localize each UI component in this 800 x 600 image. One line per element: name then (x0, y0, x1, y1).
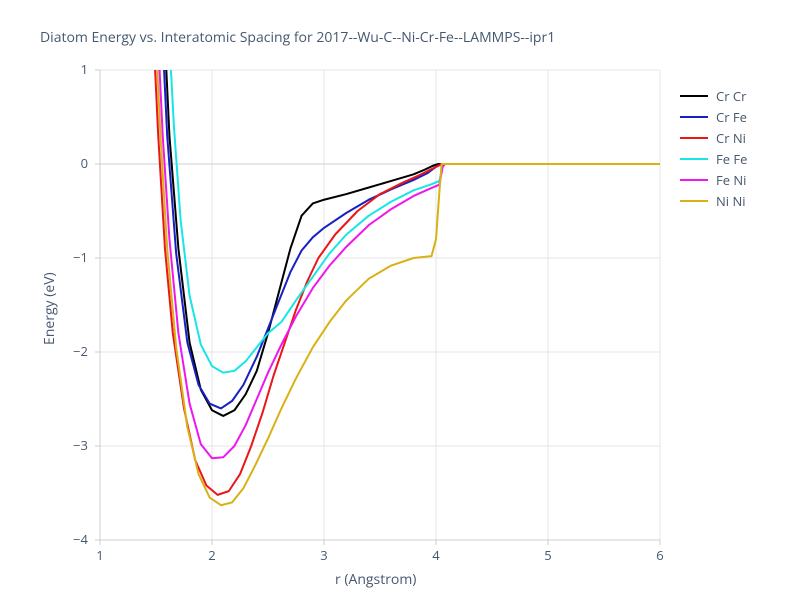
y-axis-label: Energy (eV) (40, 272, 59, 345)
x-axis-label: r (Angstrom) (335, 570, 416, 589)
legend-entry[interactable]: Fe Ni (680, 170, 747, 190)
legend-swatch (680, 158, 708, 160)
x-tick-label: 1 (96, 546, 103, 564)
legend-entry[interactable]: Cr Ni (680, 128, 747, 148)
legend-entry[interactable]: Ni Ni (680, 191, 747, 211)
x-tick-label: 5 (544, 546, 551, 564)
legend-swatch (680, 116, 708, 118)
legend-entry[interactable]: Fe Fe (680, 149, 747, 169)
x-tick-label: 4 (432, 546, 440, 564)
legend-entry[interactable]: Cr Fe (680, 107, 747, 127)
y-tick-label: 0 (81, 154, 88, 172)
legend-entry[interactable]: Cr Cr (680, 86, 747, 106)
legend-label: Fe Ni (716, 171, 746, 189)
x-tick-label: 3 (320, 546, 327, 564)
legend-swatch (680, 179, 708, 181)
y-tick-label: 1 (81, 60, 88, 78)
x-tick-label: 2 (208, 546, 215, 564)
legend-swatch (680, 95, 708, 97)
y-tick-label: −2 (73, 342, 88, 360)
legend-label: Cr Fe (716, 108, 747, 126)
y-tick-label: −3 (73, 436, 88, 454)
legend-label: Ni Ni (716, 192, 746, 210)
legend-label: Cr Cr (716, 87, 746, 105)
y-tick-label: −1 (73, 248, 88, 266)
legend-swatch (680, 200, 708, 202)
legend-label: Fe Fe (716, 150, 747, 168)
legend-swatch (680, 137, 708, 139)
legend-label: Cr Ni (716, 129, 746, 147)
y-tick-label: −4 (73, 530, 88, 548)
legend: Cr Cr Cr Fe Cr Ni Fe Fe Fe Ni Ni Ni (680, 86, 747, 212)
x-tick-label: 6 (656, 546, 663, 564)
